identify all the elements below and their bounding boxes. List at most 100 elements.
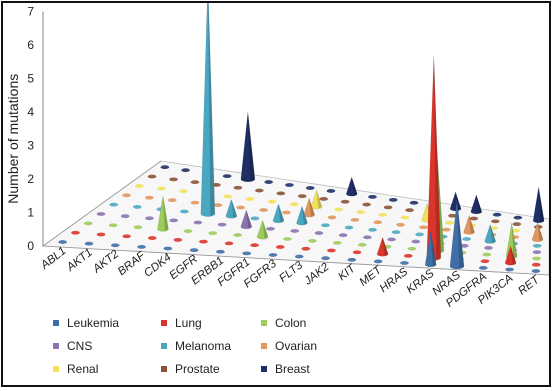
legend-label: Renal bbox=[67, 362, 98, 376]
grid-dot bbox=[400, 215, 410, 220]
legend-label: Prostate bbox=[175, 362, 220, 376]
gene-label: FLT3 bbox=[277, 259, 305, 285]
grid-dot bbox=[250, 216, 260, 221]
grid-dot bbox=[480, 259, 490, 264]
grid-dot bbox=[134, 184, 144, 188]
cone-mark bbox=[225, 198, 238, 219]
grid-dot bbox=[378, 212, 388, 217]
grid-dot bbox=[294, 254, 304, 259]
grid-dot bbox=[276, 191, 286, 196]
legend-label: Colon bbox=[275, 316, 306, 330]
grid-dot bbox=[259, 208, 268, 212]
cone-mark bbox=[424, 231, 437, 268]
gene-label: HRAS bbox=[378, 266, 411, 295]
grid-dot bbox=[388, 197, 398, 202]
grid-dot bbox=[96, 232, 106, 237]
mutation-cone-chart: Number of mutations 0 1 2 3 4 5 6 7 ABL1AKT1AKT… bbox=[5, 0, 550, 376]
grid-dot bbox=[169, 177, 178, 182]
grid-dot bbox=[147, 174, 157, 179]
cone-mark bbox=[449, 199, 465, 270]
grid-dot bbox=[213, 203, 223, 208]
data-cones bbox=[157, 0, 545, 270]
grid-dot bbox=[109, 202, 119, 207]
grid-dot bbox=[266, 226, 275, 231]
grid-dot bbox=[285, 183, 294, 187]
grid-dot bbox=[216, 249, 225, 254]
grid-dot bbox=[505, 267, 514, 272]
grid-dot bbox=[363, 235, 372, 240]
cone-mark bbox=[376, 236, 389, 257]
y-tick-label: 4 bbox=[27, 105, 34, 119]
grid-dot bbox=[132, 205, 142, 209]
grid-dot bbox=[208, 231, 218, 236]
grid-dot bbox=[350, 217, 360, 222]
grid-dot bbox=[340, 199, 350, 204]
grid-dot bbox=[223, 194, 233, 199]
grid-dot bbox=[275, 245, 285, 249]
grid-dot bbox=[167, 198, 177, 203]
grid-dot bbox=[409, 200, 419, 205]
grid-dot bbox=[445, 220, 454, 225]
legend-swatch bbox=[53, 320, 59, 326]
y-tick-label: 3 bbox=[27, 139, 34, 153]
grid-dot bbox=[122, 234, 131, 239]
grid-dot bbox=[396, 222, 405, 227]
cone-mark bbox=[531, 221, 544, 242]
grid-dot bbox=[387, 237, 396, 242]
grid-dot bbox=[532, 256, 541, 261]
grid-dot bbox=[327, 215, 337, 220]
grid-dot bbox=[84, 241, 94, 246]
depth-axis-line bbox=[42, 160, 162, 247]
grid-dot bbox=[368, 227, 377, 232]
grid-dot bbox=[305, 186, 315, 190]
grid-dot bbox=[58, 240, 67, 244]
legend-label: Ovarian bbox=[275, 339, 317, 353]
y-tick-label: 1 bbox=[27, 206, 34, 220]
grid-dot bbox=[122, 193, 131, 198]
gene-label: BRAF bbox=[116, 249, 148, 278]
grid-dot bbox=[71, 230, 80, 235]
cone-mark bbox=[240, 209, 253, 230]
gene-label: ABL1 bbox=[38, 245, 68, 272]
cone-mark bbox=[470, 194, 483, 215]
grid-dot bbox=[368, 194, 377, 199]
grid-dot bbox=[411, 239, 421, 244]
cone-mark bbox=[200, 0, 216, 217]
grid-dot bbox=[301, 246, 311, 251]
grid-dot bbox=[400, 261, 409, 265]
y-tick-label: 5 bbox=[27, 72, 34, 86]
grid-dot bbox=[183, 229, 193, 234]
grid-dot bbox=[157, 186, 166, 191]
legend-label: Lung bbox=[175, 316, 202, 330]
grid-dot bbox=[163, 246, 173, 251]
grid-dot bbox=[199, 239, 208, 244]
grid-dot bbox=[352, 250, 362, 255]
cone-mark bbox=[296, 205, 308, 226]
legend-swatch bbox=[261, 366, 267, 372]
legend-label: Breast bbox=[275, 362, 310, 376]
chart-frame: Number of mutations 0 1 2 3 4 5 6 7 ABL1 AKT1 AKT… bbox=[1, 0, 551, 387]
grid-dot bbox=[332, 240, 342, 245]
grid-dot bbox=[108, 223, 118, 228]
grid-dot bbox=[356, 210, 366, 215]
y-tick-label: 2 bbox=[27, 172, 34, 186]
grid-dot bbox=[321, 223, 330, 228]
legend: Leukemia Lung Colon CNS Melanoma Ovarian Renal… bbox=[53, 316, 317, 376]
cone-mark bbox=[463, 214, 475, 235]
legend-label: Melanoma bbox=[175, 339, 231, 353]
cone-mark bbox=[449, 191, 462, 212]
grid-dot bbox=[137, 245, 146, 249]
y-tick-label: 0 bbox=[27, 239, 34, 253]
grid-dot bbox=[267, 199, 277, 204]
legend-label: Leukemia bbox=[67, 316, 119, 330]
grid-dot bbox=[334, 207, 343, 212]
grid-dot bbox=[441, 227, 451, 232]
grid-dot bbox=[512, 222, 522, 227]
grid-dot bbox=[250, 243, 259, 248]
grid-dot bbox=[222, 174, 232, 179]
y-tick-label: 6 bbox=[27, 38, 34, 52]
grid-dot bbox=[531, 269, 541, 273]
legend-swatch bbox=[261, 320, 267, 326]
grid-dot bbox=[347, 257, 357, 262]
grid-dot bbox=[190, 180, 200, 185]
